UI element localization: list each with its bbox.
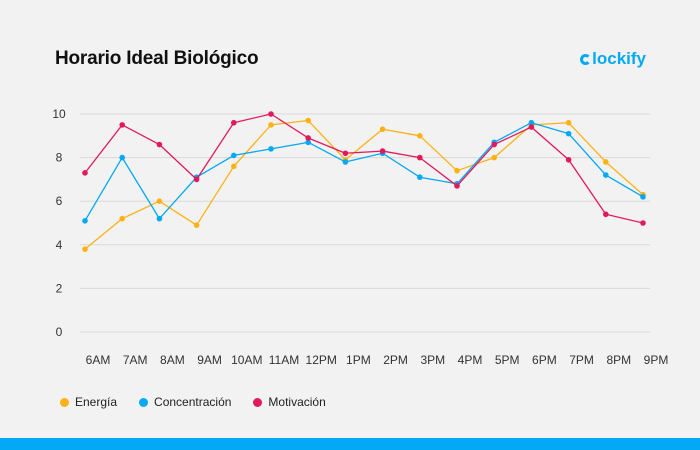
- data-point: [565, 130, 572, 137]
- brand-name: lockify: [592, 49, 646, 68]
- footer-accent-bar: [0, 438, 700, 450]
- legend-swatch: [60, 397, 69, 407]
- y-tick-label: 6: [56, 194, 63, 208]
- y-tick-label: 0: [56, 325, 63, 339]
- data-point: [82, 170, 88, 176]
- x-tick-label: 9PM: [644, 353, 669, 367]
- data-point: [193, 222, 200, 228]
- x-tick-label: 10AM: [231, 353, 262, 367]
- data-point: [156, 198, 163, 204]
- x-tick-label: 5PM: [495, 353, 520, 367]
- data-point: [342, 159, 349, 165]
- data-point: [231, 163, 237, 170]
- data-point: [305, 135, 312, 141]
- legend-swatch: [139, 397, 149, 407]
- data-point: [640, 194, 646, 200]
- data-point: [379, 126, 386, 133]
- data-point: [640, 220, 646, 226]
- data-point: [603, 159, 609, 165]
- data-point: [417, 154, 423, 161]
- data-point: [268, 122, 274, 128]
- y-tick-label: 4: [56, 238, 63, 252]
- series-line: [84, 119, 644, 250]
- legend-label: Energía: [75, 395, 118, 409]
- x-tick-label: 8PM: [606, 353, 631, 367]
- data-point: [231, 152, 237, 159]
- x-tick-label: 8AM: [160, 353, 185, 367]
- data-point: [305, 117, 312, 124]
- data-point: [342, 150, 349, 157]
- legend-item-concentracion: Concentración: [139, 395, 231, 409]
- y-tick-label: 10: [52, 107, 66, 121]
- x-tick-label: 9AM: [197, 353, 222, 367]
- data-point: [268, 146, 274, 152]
- data-point: [528, 124, 535, 130]
- x-tick-label: 7PM: [569, 353, 594, 367]
- data-point: [491, 154, 498, 161]
- x-tick-label: 12PM: [306, 353, 337, 367]
- data-point: [119, 215, 125, 222]
- data-point: [565, 119, 572, 126]
- y-tick-label: 2: [56, 281, 63, 295]
- series-line: [84, 122, 644, 222]
- data-point: [231, 119, 237, 126]
- legend-item-energia: Energía: [60, 395, 117, 409]
- data-point: [119, 122, 125, 128]
- x-tick-label: 1PM: [346, 353, 371, 367]
- chart-legend: Energía Concentración Motivación: [60, 395, 348, 409]
- data-point: [305, 139, 312, 146]
- x-tick-label: 6PM: [532, 353, 557, 367]
- data-point: [603, 172, 609, 178]
- data-point: [193, 176, 200, 183]
- x-tick-label: 11AM: [269, 353, 299, 367]
- x-tick-label: 6AM: [86, 353, 111, 367]
- clockify-logo: lockify: [580, 49, 646, 69]
- x-tick-label: 3PM: [420, 353, 445, 367]
- data-point: [417, 133, 423, 139]
- x-tick-label: 7AM: [123, 353, 148, 367]
- clockify-c-icon: [580, 53, 592, 65]
- data-point: [603, 211, 609, 218]
- data-point: [454, 183, 460, 189]
- y-tick-label: 8: [56, 151, 63, 165]
- legend-label: Concentración: [154, 395, 232, 409]
- data-point: [82, 246, 88, 252]
- data-point: [528, 119, 535, 126]
- series-line: [84, 113, 644, 224]
- x-tick-label: 4PM: [458, 353, 483, 367]
- legend-swatch: [253, 397, 263, 407]
- data-point: [156, 141, 163, 148]
- data-point: [156, 215, 163, 222]
- data-point: [417, 174, 423, 181]
- x-tick-label: 2PM: [383, 353, 408, 367]
- chart-title: Horario Ideal Biológico: [55, 48, 259, 69]
- data-point: [454, 167, 460, 174]
- data-point: [82, 218, 88, 224]
- data-point: [565, 156, 572, 163]
- legend-item-motivacion: Motivación: [253, 395, 326, 409]
- data-point: [491, 141, 498, 148]
- legend-label: Motivación: [268, 395, 326, 409]
- data-point: [268, 111, 274, 117]
- data-point: [379, 148, 386, 154]
- data-point: [119, 154, 125, 161]
